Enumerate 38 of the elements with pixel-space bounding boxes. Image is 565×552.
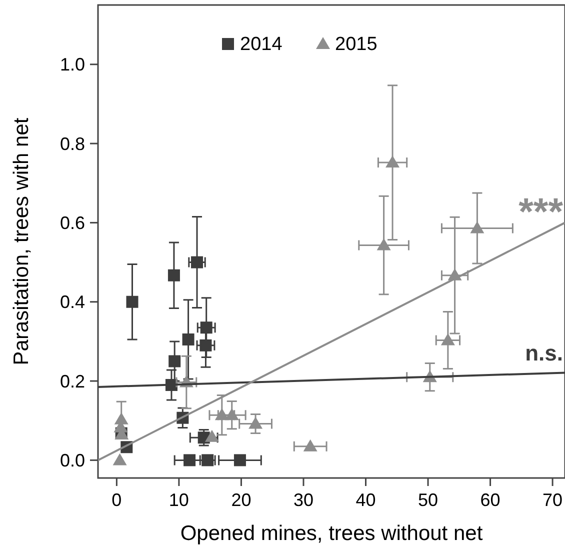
series-label: *** xyxy=(518,192,564,234)
x-axis-title: Opened mines, trees without net xyxy=(180,522,483,545)
x-tick-label: 60 xyxy=(480,490,500,510)
point xyxy=(126,296,138,308)
legend-label: 2015 xyxy=(335,34,378,55)
point xyxy=(182,333,194,346)
x-tick-label: 0 xyxy=(112,490,122,510)
x-tick-label: 70 xyxy=(542,490,563,510)
point xyxy=(200,322,212,334)
point xyxy=(386,156,400,168)
series-label: n.s. xyxy=(525,340,563,366)
point xyxy=(376,238,391,250)
point xyxy=(214,408,229,420)
y-tick-label: 1.0 xyxy=(60,54,85,75)
x-tick-label: 30 xyxy=(293,490,314,510)
y-tick-label: 0.8 xyxy=(60,134,85,154)
y-axis-title: Parasitation, trees with net xyxy=(10,118,33,366)
point xyxy=(224,408,239,420)
y-tick-label: 0.6 xyxy=(60,213,85,233)
x-tick-label: 10 xyxy=(168,490,189,510)
y-tick-label: 0.0 xyxy=(60,450,85,470)
point xyxy=(470,221,484,234)
point xyxy=(204,430,219,442)
point xyxy=(234,454,246,466)
point xyxy=(440,333,455,346)
point xyxy=(303,439,318,452)
y-tick-label: 0.4 xyxy=(60,292,85,312)
legend-label: 2014 xyxy=(240,34,283,55)
y-tick-label: 0.2 xyxy=(60,371,85,392)
x-tick-label: 20 xyxy=(231,490,252,510)
x-tick-label: 40 xyxy=(356,490,376,510)
point xyxy=(248,416,263,429)
point xyxy=(112,453,127,466)
point xyxy=(184,454,196,466)
x-tick-label: 50 xyxy=(418,490,438,510)
point xyxy=(200,339,212,352)
point xyxy=(168,269,180,282)
point xyxy=(168,355,181,368)
